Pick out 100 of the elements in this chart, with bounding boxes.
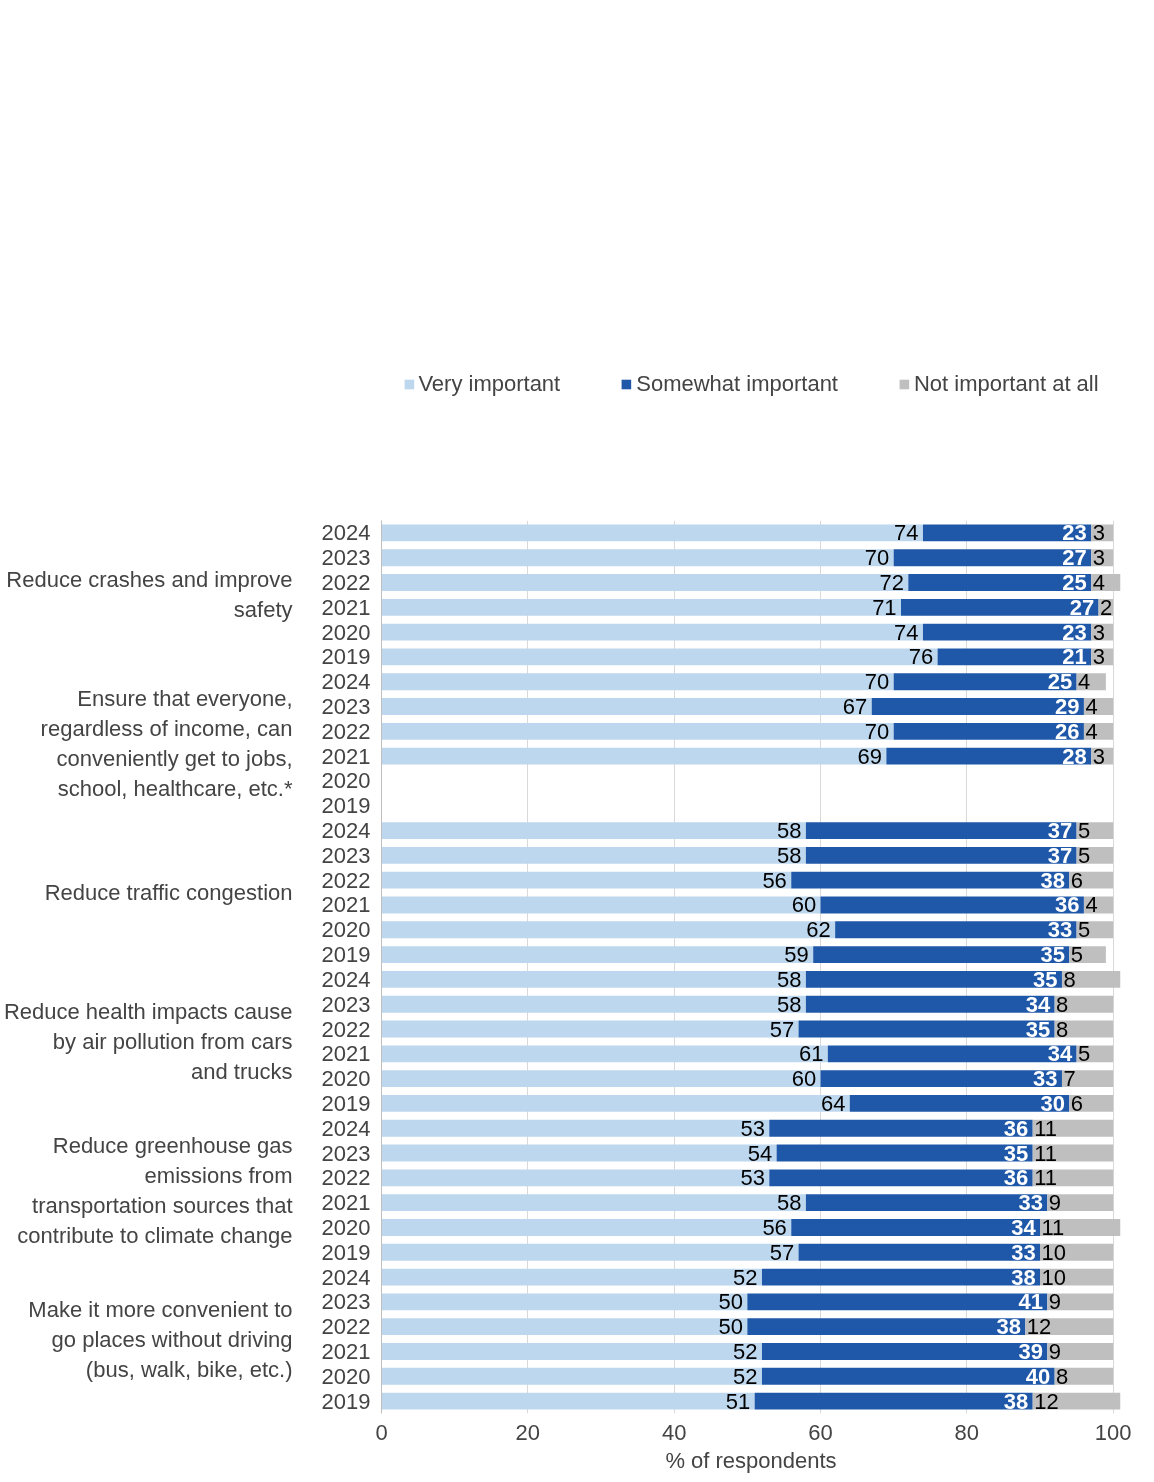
data-label: 11 [1034, 1165, 1058, 1191]
data-label: 60 [791, 1066, 817, 1092]
data-label: 52 [733, 1363, 758, 1389]
data-label: 8 [1056, 1363, 1069, 1389]
y-tick-label: 2019 [321, 1239, 371, 1265]
data-label: 39 [1018, 1338, 1043, 1364]
data-label: 11 [1034, 1115, 1058, 1141]
y-tick-label: 2023 [321, 694, 371, 720]
bar [381, 722, 894, 740]
bar [381, 846, 806, 864]
data-label: 64 [820, 1090, 846, 1116]
data-label: 3 [1092, 520, 1105, 546]
y-tick-label: 2022 [321, 570, 371, 596]
bar [1025, 1318, 1114, 1336]
y-tick-label: 2023 [321, 842, 371, 868]
data-label: 61 [798, 1041, 824, 1067]
x-tick-label: 40 [661, 1419, 687, 1445]
y-tick-label: 2022 [321, 867, 371, 893]
bar [908, 574, 1092, 591]
bar [381, 1243, 799, 1261]
data-label: 29 [1055, 694, 1080, 720]
data-label: 23 [1062, 619, 1087, 645]
legend-label: Not important at all [913, 370, 1099, 397]
bar [813, 946, 1070, 964]
bar [381, 1343, 762, 1360]
data-label: 6 [1070, 867, 1083, 893]
data-label: 5 [1078, 818, 1091, 844]
y-tick-label: 2021 [321, 1190, 371, 1216]
bar [381, 698, 872, 715]
data-label: 25 [1047, 669, 1073, 695]
bar [1061, 1070, 1114, 1088]
bar [820, 1070, 1062, 1088]
data-label: 40 [1025, 1363, 1051, 1389]
bar [381, 1367, 762, 1385]
bar [381, 946, 814, 964]
x-tick-label: 0 [375, 1419, 388, 1445]
data-label: 58 [777, 842, 802, 868]
y-tick-label: 2019 [321, 644, 371, 670]
data-label: 56 [762, 1214, 787, 1240]
data-label: 62 [806, 917, 831, 943]
data-label: 38 [1040, 867, 1065, 893]
bar [761, 1343, 1048, 1360]
data-label: 57 [769, 1239, 795, 1265]
y-tick-label: 2020 [321, 1214, 371, 1240]
y-tick-label: 2023 [321, 1289, 371, 1315]
data-label: 38 [1003, 1388, 1029, 1414]
text: Reduce crashes and improve safety [6, 567, 293, 623]
bar [1032, 1119, 1114, 1137]
y-tick-label: 2024 [321, 1115, 371, 1141]
data-label: 38 [996, 1314, 1021, 1340]
bar [381, 623, 923, 641]
bar [381, 1293, 748, 1311]
legend-label: Very important [418, 370, 561, 397]
data-label: 7 [1063, 1066, 1076, 1092]
bar [381, 747, 887, 765]
data-label: 6 [1070, 1090, 1083, 1116]
y-tick-label: 2020 [321, 1066, 371, 1092]
data-label: 4 [1078, 669, 1091, 695]
y-tick-label: 2023 [321, 545, 371, 571]
bar [871, 698, 1084, 715]
bar [381, 524, 923, 542]
data-label: 53 [740, 1115, 765, 1141]
data-label: 52 [733, 1338, 758, 1364]
data-label: 5 [1070, 942, 1083, 968]
data-label: 9 [1048, 1338, 1062, 1364]
y-tick-label: 2020 [321, 768, 371, 794]
y-tick-label: 2021 [321, 1041, 371, 1067]
bar [747, 1318, 1026, 1336]
y-tick-label: 2022 [321, 1165, 371, 1191]
y-tick-label: 2024 [321, 818, 371, 844]
data-label: 4 [1092, 570, 1105, 596]
bar [893, 549, 1092, 567]
text: Reduce health impacts cause by air pollution from cars and trucks [3, 998, 293, 1084]
data-label: 33 [1047, 917, 1073, 943]
data-label: 30 [1040, 1090, 1065, 1116]
data-label: 3 [1092, 545, 1105, 571]
bar [835, 921, 1077, 939]
y-tick-label: 2023 [321, 1140, 371, 1166]
y-tick-label: 2022 [321, 1314, 371, 1340]
bar [1032, 1169, 1114, 1187]
data-label: 70 [864, 718, 890, 744]
y-tick-label: 2021 [321, 892, 371, 918]
data-label: 58 [777, 966, 802, 992]
data-label: 67 [842, 694, 868, 720]
bar [893, 673, 1077, 691]
data-label: 58 [777, 991, 802, 1017]
legend-label: Somewhat important [636, 370, 838, 397]
y-tick-label: 2022 [321, 1016, 371, 1042]
bar [381, 1045, 828, 1063]
bar [381, 871, 792, 889]
y-tick-label: 2020 [321, 619, 371, 645]
bar [827, 1045, 1077, 1063]
data-label: 8 [1063, 966, 1076, 992]
y-tick-label: 2020 [321, 1363, 371, 1389]
data-label: 10 [1041, 1239, 1066, 1265]
data-label: 36 [1055, 892, 1080, 918]
data-label: 74 [894, 619, 919, 645]
data-label: 50 [718, 1314, 743, 1340]
data-label: 2 [1100, 594, 1113, 620]
bar [381, 1119, 770, 1137]
